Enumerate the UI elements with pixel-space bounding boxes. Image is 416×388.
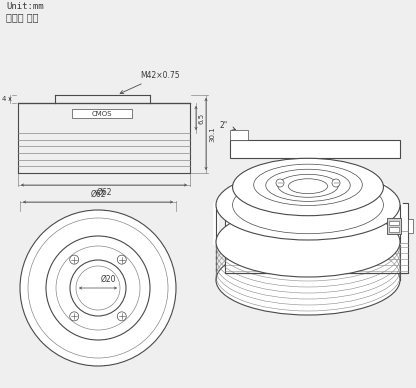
Text: CMOS: CMOS (92, 111, 112, 116)
Circle shape (56, 246, 140, 330)
Circle shape (28, 218, 168, 358)
Circle shape (70, 260, 126, 316)
Text: Unit:mm: Unit:mm (6, 2, 44, 11)
Text: 2": 2" (220, 121, 235, 130)
Text: Ø62: Ø62 (90, 190, 106, 199)
Ellipse shape (288, 179, 328, 194)
Bar (283, 195, 337, 203)
Circle shape (20, 210, 176, 366)
Bar (389, 227, 399, 232)
Circle shape (117, 312, 126, 321)
Ellipse shape (233, 158, 384, 216)
Ellipse shape (278, 174, 338, 197)
Text: 4: 4 (2, 96, 6, 102)
Bar (72, 109, 132, 118)
Text: M42×0.75: M42×0.75 (120, 71, 180, 94)
Circle shape (70, 255, 79, 264)
Bar (387, 218, 401, 234)
Ellipse shape (266, 169, 350, 201)
Circle shape (276, 179, 284, 187)
Text: 6.5: 6.5 (198, 113, 204, 123)
Text: 单位： 毫米: 单位： 毫米 (6, 12, 39, 22)
Bar (408, 219, 413, 233)
Bar (225, 203, 408, 273)
Bar (230, 140, 400, 158)
Ellipse shape (216, 245, 400, 315)
Bar (230, 130, 248, 140)
Ellipse shape (254, 164, 362, 206)
Ellipse shape (216, 207, 400, 277)
Ellipse shape (216, 170, 400, 240)
Text: Ø20: Ø20 (101, 275, 116, 284)
Text: M42×0.75: M42×0.75 (240, 176, 280, 185)
Bar (389, 221, 399, 225)
Circle shape (46, 236, 150, 340)
Circle shape (117, 255, 126, 264)
Text: 30.1: 30.1 (209, 126, 215, 142)
Circle shape (332, 179, 340, 187)
Text: Ø62: Ø62 (96, 188, 112, 197)
Circle shape (70, 312, 79, 321)
Circle shape (76, 266, 120, 310)
Ellipse shape (233, 176, 384, 234)
